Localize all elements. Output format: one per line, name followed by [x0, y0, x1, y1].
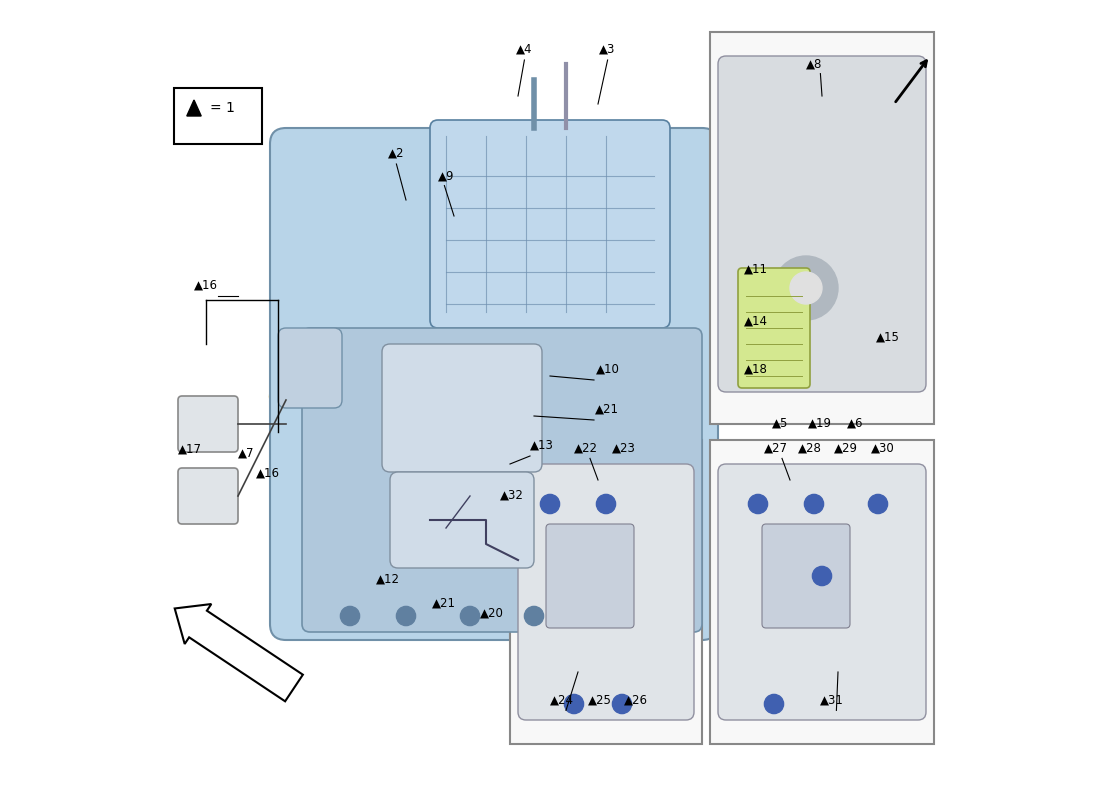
Circle shape — [764, 694, 783, 714]
Text: ▲19: ▲19 — [808, 417, 833, 430]
FancyBboxPatch shape — [518, 464, 694, 720]
Text: ▲24: ▲24 — [550, 694, 574, 706]
FancyBboxPatch shape — [278, 328, 342, 408]
FancyBboxPatch shape — [178, 468, 238, 524]
Text: ▲8: ▲8 — [806, 58, 822, 70]
FancyBboxPatch shape — [382, 344, 542, 472]
Text: ▲4: ▲4 — [516, 43, 532, 56]
FancyBboxPatch shape — [546, 524, 634, 628]
FancyBboxPatch shape — [270, 128, 718, 640]
Text: ▲20: ▲20 — [481, 607, 504, 620]
Text: ▲7: ▲7 — [238, 447, 254, 460]
Text: ▲16: ▲16 — [256, 467, 280, 480]
Text: a passion for
parts since: a passion for parts since — [393, 478, 579, 610]
Circle shape — [340, 606, 360, 626]
Text: = 1: = 1 — [210, 101, 235, 115]
Circle shape — [396, 606, 416, 626]
Text: ▲11: ▲11 — [745, 263, 769, 276]
Circle shape — [804, 494, 824, 514]
Text: ▲32: ▲32 — [500, 489, 525, 502]
Text: ▲26: ▲26 — [625, 694, 648, 706]
Text: ▲14: ▲14 — [745, 315, 769, 328]
Circle shape — [540, 494, 560, 514]
Text: ▲5: ▲5 — [772, 417, 789, 430]
FancyBboxPatch shape — [174, 88, 262, 144]
Text: ▲25: ▲25 — [587, 694, 612, 706]
Text: ▲23: ▲23 — [612, 442, 636, 454]
Text: ▲28: ▲28 — [799, 442, 822, 454]
FancyBboxPatch shape — [510, 440, 702, 744]
FancyBboxPatch shape — [718, 56, 926, 392]
Text: ▲13: ▲13 — [530, 439, 554, 452]
Text: ▲22: ▲22 — [574, 442, 598, 454]
Text: ▲18: ▲18 — [745, 363, 768, 376]
Circle shape — [748, 494, 768, 514]
Circle shape — [525, 606, 543, 626]
Text: ▲10: ▲10 — [596, 363, 620, 376]
Text: ▲31: ▲31 — [820, 694, 844, 706]
FancyArrow shape — [175, 604, 302, 702]
FancyBboxPatch shape — [718, 464, 926, 720]
Text: ▲29: ▲29 — [834, 442, 858, 454]
FancyBboxPatch shape — [710, 32, 934, 424]
Text: ▲30: ▲30 — [871, 442, 894, 454]
Text: ▲17: ▲17 — [178, 443, 202, 456]
Text: ▲12: ▲12 — [376, 573, 400, 586]
FancyBboxPatch shape — [302, 328, 702, 632]
Text: ▲15: ▲15 — [876, 331, 900, 344]
Text: ▲27: ▲27 — [763, 442, 788, 454]
Text: ▲21: ▲21 — [595, 403, 619, 416]
Polygon shape — [187, 100, 201, 116]
Circle shape — [813, 566, 832, 586]
FancyBboxPatch shape — [738, 268, 810, 388]
Text: EURO
PART: EURO PART — [587, 304, 752, 416]
Circle shape — [564, 694, 584, 714]
Circle shape — [613, 694, 631, 714]
Text: ▲6: ▲6 — [847, 417, 864, 430]
Circle shape — [461, 606, 480, 626]
Circle shape — [596, 494, 616, 514]
Circle shape — [868, 494, 888, 514]
Text: ▲9: ▲9 — [438, 170, 454, 182]
Text: a passion for parts since: a passion for parts since — [263, 378, 645, 614]
Text: ▲16: ▲16 — [194, 279, 218, 292]
FancyBboxPatch shape — [430, 120, 670, 328]
FancyBboxPatch shape — [178, 396, 238, 452]
FancyBboxPatch shape — [390, 472, 534, 568]
Text: ▲3: ▲3 — [600, 43, 616, 56]
Circle shape — [790, 272, 822, 304]
FancyBboxPatch shape — [762, 524, 850, 628]
Circle shape — [581, 606, 600, 626]
FancyBboxPatch shape — [710, 440, 934, 744]
Text: ▲21: ▲21 — [431, 597, 455, 610]
Text: ▲2: ▲2 — [388, 147, 405, 160]
Circle shape — [774, 256, 838, 320]
